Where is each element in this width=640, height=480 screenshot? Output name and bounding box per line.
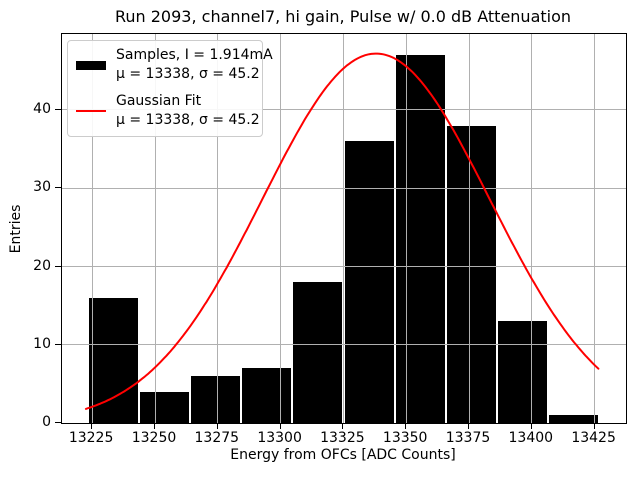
legend-fit-text: Gaussian Fit μ = 13338, σ = 45.2 bbox=[116, 92, 260, 130]
x-tick-mark bbox=[405, 423, 407, 429]
x-tick-mark bbox=[154, 423, 155, 429]
histogram-bar bbox=[89, 297, 139, 423]
y-tick-label: 30 bbox=[33, 179, 51, 196]
grid-line-vertical bbox=[91, 34, 93, 423]
x-tick-mark bbox=[279, 423, 281, 429]
legend-fit-label: Gaussian Fit bbox=[116, 93, 202, 109]
legend-samples-stats: μ = 13338, σ = 45.2 bbox=[116, 66, 260, 82]
y-tick-label: 0 bbox=[42, 414, 51, 430]
black-bar-swatch bbox=[76, 60, 106, 70]
histogram-bar bbox=[140, 391, 190, 423]
gaussian-fit-curve bbox=[84, 52, 600, 410]
histogram-bar bbox=[548, 415, 598, 423]
x-axis-label: Energy from OFCs [ADC Counts] bbox=[230, 447, 456, 463]
x-tick-label: 13250 bbox=[131, 430, 177, 446]
y-tick-mark bbox=[55, 187, 61, 189]
x-tick-label: 13225 bbox=[68, 430, 114, 446]
x-tick-label: 13425 bbox=[571, 430, 616, 446]
y-tick-mark bbox=[55, 265, 61, 267]
plot-area: Samples, I = 1.914mA μ = 13338, σ = 45.2… bbox=[61, 33, 627, 424]
grid-line-vertical bbox=[342, 34, 344, 423]
x-tick-label: 13300 bbox=[257, 430, 302, 446]
histogram-bar bbox=[497, 321, 547, 423]
histogram-bar bbox=[293, 282, 343, 423]
legend-fit-stats: μ = 13338, σ = 45.2 bbox=[116, 112, 260, 128]
grid-line-vertical bbox=[594, 34, 596, 423]
grid-line-horizontal bbox=[62, 187, 626, 189]
grid-line-vertical bbox=[217, 34, 219, 423]
x-tick-label: 13400 bbox=[508, 430, 554, 446]
y-tick-mark bbox=[55, 343, 61, 345]
y-tick-label: 40 bbox=[33, 100, 51, 117]
y-tick-mark bbox=[55, 108, 61, 110]
histogram-bar bbox=[446, 125, 496, 423]
y-tick-label: 10 bbox=[33, 335, 51, 352]
x-tick-label: 13325 bbox=[320, 430, 365, 446]
red-line-swatch bbox=[76, 109, 106, 113]
grid-line-vertical bbox=[531, 34, 533, 423]
x-tick-mark bbox=[593, 423, 595, 429]
grid-line-horizontal bbox=[62, 266, 626, 267]
histogram-bar bbox=[242, 368, 292, 423]
y-tick-label: 20 bbox=[33, 257, 51, 274]
x-tick-mark bbox=[216, 423, 218, 429]
histogram-bar bbox=[395, 55, 445, 423]
legend-samples-text: Samples, I = 1.914mA μ = 13338, σ = 45.2 bbox=[116, 46, 273, 84]
x-tick-label: 13375 bbox=[445, 430, 491, 446]
x-axis-ticks: 13225 13250 13275 13300 13325 13350 13375 13400… bbox=[61, 423, 625, 463]
legend-samples-label: Samples, I = 1.914mA bbox=[116, 47, 273, 63]
legend-entry-fit: Gaussian Fit μ = 13338, σ = 45.2 bbox=[76, 92, 260, 130]
y-tick-mark bbox=[55, 422, 61, 423]
x-tick-mark bbox=[342, 423, 344, 429]
grid-lines bbox=[62, 34, 626, 423]
legend: Samples, I = 1.914mA μ = 13338, σ = 45.2… bbox=[67, 40, 273, 137]
legend-entry-samples: Samples, I = 1.914mA μ = 13338, σ = 45.2 bbox=[76, 46, 273, 84]
chart-title: Run 2093, channel7, hi gain, Pulse w/ 0.… bbox=[114, 7, 572, 26]
y-axis-ticks: 0 10 20 30 40 bbox=[0, 33, 61, 430]
grid-line-vertical bbox=[405, 34, 407, 423]
grid-line-horizontal bbox=[62, 109, 626, 111]
grid-line-vertical bbox=[280, 34, 282, 423]
grid-line-horizontal bbox=[62, 344, 626, 346]
x-tick-mark bbox=[468, 423, 469, 429]
x-tick-label: 13350 bbox=[382, 430, 428, 446]
histogram-bars bbox=[62, 34, 626, 423]
grid-line-vertical bbox=[468, 34, 470, 423]
x-tick-label: 13275 bbox=[194, 430, 240, 446]
x-tick-mark bbox=[530, 423, 532, 429]
x-tick-mark bbox=[91, 423, 93, 429]
histogram-bar bbox=[191, 376, 241, 423]
gaussian-curve-path bbox=[84, 52, 600, 410]
grid-line-vertical bbox=[154, 34, 156, 423]
